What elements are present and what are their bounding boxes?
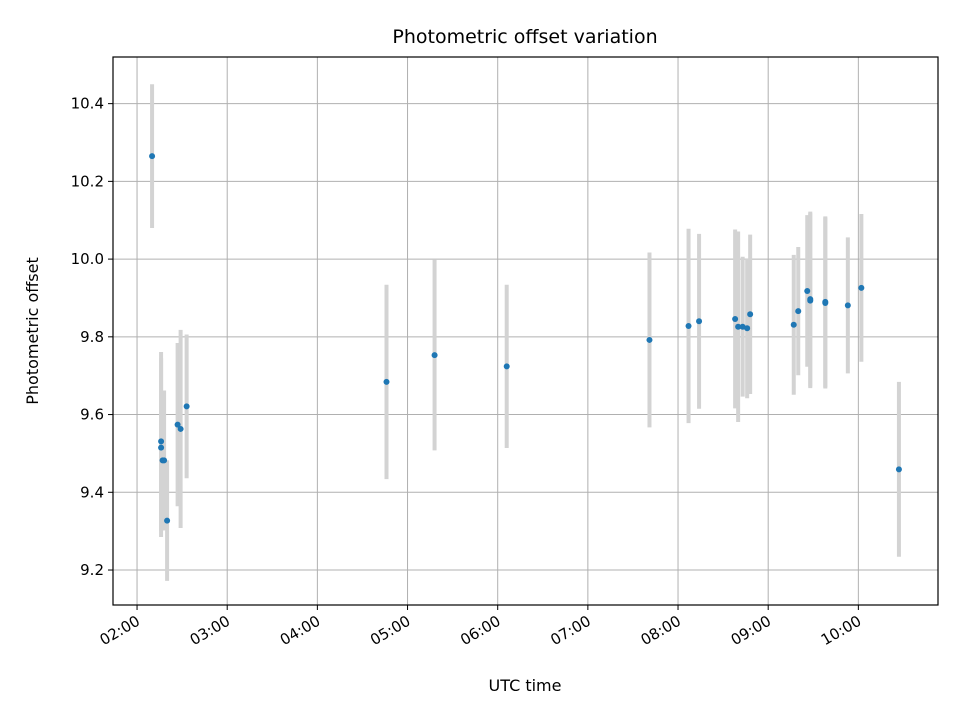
y-tick-label: 10.4 [71,95,104,113]
y-tick-label: 9.8 [80,328,104,346]
data-point [158,438,165,445]
data-point [735,323,742,330]
x-axis-label: UTC time [489,676,562,695]
data-point [177,425,184,432]
data-point [858,284,865,291]
data-point [744,325,751,332]
data-point [161,457,168,464]
plot-frame [112,56,939,606]
y-tick-label: 9.4 [80,483,104,501]
data-point [383,378,390,385]
data-point [158,444,165,451]
data-point [790,321,797,328]
data-point [807,297,814,304]
grid [113,57,938,605]
y-axis-label: Photometric offset [23,257,42,405]
data-point [739,323,746,330]
data-point [844,302,851,309]
data-point [732,315,739,322]
data-point [646,336,653,343]
data-point [795,308,802,315]
data-point [503,363,510,370]
data-point [696,318,703,325]
data-point [804,287,811,294]
y-tick-label: 10.2 [71,172,104,190]
y-tick-label: 9.6 [80,406,104,424]
data-point [431,352,438,359]
data-points [149,153,902,524]
data-point [149,153,156,160]
y-tick-label: 9.2 [80,561,104,579]
data-point [164,517,171,524]
data-point [895,466,902,473]
chart-title: Photometric offset variation [392,26,657,48]
y-tick-label: 10.0 [71,250,104,268]
data-point [685,322,692,329]
data-point [183,403,190,410]
data-point [174,421,181,428]
data-point [822,300,829,307]
data-point [747,311,754,318]
